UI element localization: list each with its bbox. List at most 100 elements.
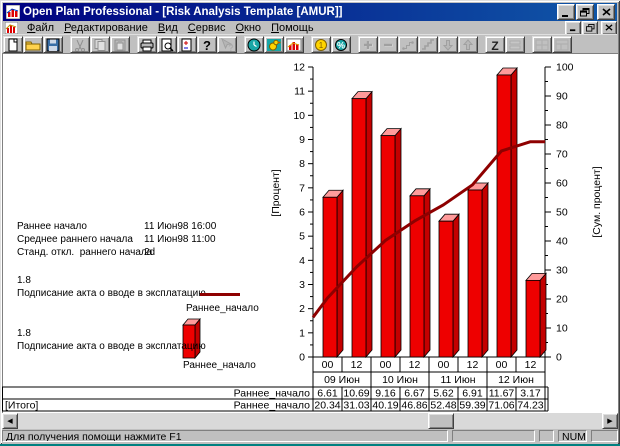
print-preview-button[interactable] <box>157 36 177 53</box>
bar[interactable] <box>322 196 338 358</box>
stat-value: 11 Июн98 11:00 <box>144 234 216 245</box>
copy-pages-icon <box>94 38 106 51</box>
svg-text:12: 12 <box>525 359 537 371</box>
paste-clipboard-icon <box>114 38 126 51</box>
bar[interactable] <box>496 74 512 358</box>
svg-text:0: 0 <box>556 352 562 364</box>
save-button[interactable] <box>43 36 63 53</box>
histogram-view-button[interactable] <box>284 36 304 53</box>
add-button <box>358 36 378 53</box>
stat-stddev-early-start: Станд. откл. раннего начала 2d <box>17 247 297 260</box>
restore-button[interactable] <box>576 4 594 20</box>
menu-item-4[interactable]: Окно <box>235 21 262 34</box>
window-split2-icon <box>555 39 569 50</box>
window-title: Open Plan Professional - [Risk Analysis … <box>23 6 343 18</box>
scroll-right-button[interactable]: ▶ <box>602 413 618 429</box>
svg-text:12: 12 <box>351 359 363 371</box>
print-preview-icon <box>161 38 174 52</box>
move-down-button <box>438 36 458 53</box>
mdi-restore-button[interactable] <box>582 20 598 35</box>
svg-text:11.67: 11.67 <box>489 388 515 400</box>
cost-button[interactable]: 1 <box>311 36 331 53</box>
svg-text:60: 60 <box>556 178 568 190</box>
legend-bar-activity-name: Подписание акта о вводе в эксплатацию <box>17 341 206 352</box>
svg-text:00: 00 <box>322 359 334 371</box>
legend-line-swatch <box>200 293 240 296</box>
client-area: 0 1 2 3 4 5 6 7 8 9 10 11 12 0 10 20 30 40 50 60 70 80 90 100 [П… <box>2 53 618 413</box>
svg-text:20: 20 <box>556 294 568 306</box>
percent-button[interactable]: % <box>331 36 351 53</box>
legend-line-activity-id: 1.8 <box>17 275 31 286</box>
svg-text:12 Июн: 12 Июн <box>498 374 534 386</box>
svg-text:2: 2 <box>299 303 305 315</box>
time-analysis-button[interactable] <box>244 36 264 53</box>
svg-text:46.86: 46.86 <box>401 400 427 412</box>
horizontal-scrollbar[interactable]: ◀ ▶ <box>2 413 618 429</box>
status-num-indicator: NUM <box>558 430 587 442</box>
arrow-up-icon <box>462 38 474 50</box>
bar[interactable] <box>409 195 425 358</box>
toolbar-separator <box>478 36 485 53</box>
scroll-thumb[interactable] <box>428 413 454 429</box>
svg-text:00: 00 <box>496 359 508 371</box>
svg-text:40.19: 40.19 <box>372 400 398 412</box>
svg-text:74.23: 74.23 <box>517 400 543 412</box>
remove-button <box>378 36 398 53</box>
svg-text:40: 40 <box>556 236 568 248</box>
steps-button <box>418 36 438 53</box>
risk-histogram-chart: 01234567891011120102030405060708090100[П… <box>2 62 603 412</box>
menu-item-1[interactable]: Редактирование <box>64 21 148 34</box>
stat-value: 2d <box>144 247 156 258</box>
bar[interactable] <box>525 279 541 358</box>
arrow-down-icon <box>442 39 454 51</box>
status-panel-2 <box>539 430 554 442</box>
menu-item-0[interactable]: Файл <box>27 21 55 34</box>
toolbar: ?? 1% Z <box>3 34 617 55</box>
legend-line-series-label: Раннее_начало <box>186 303 259 314</box>
print-button[interactable] <box>137 36 157 53</box>
step-chart-icon <box>422 38 434 50</box>
document-chart-icon <box>4 21 19 34</box>
sort-button[interactable]: Z <box>485 36 505 53</box>
menu-bar: Файл Редактирование Вид Сервис Окно Помощь <box>3 20 617 35</box>
mdi-close-button[interactable] <box>601 20 617 35</box>
new-button[interactable] <box>3 36 23 53</box>
svg-text:9.16: 9.16 <box>375 388 396 400</box>
svg-text:10: 10 <box>556 323 568 335</box>
close-button[interactable] <box>597 4 615 20</box>
split-window-button <box>532 36 552 53</box>
svg-text:09 Июн: 09 Июн <box>324 374 360 386</box>
layout-button <box>505 36 525 53</box>
risk-analysis-button[interactable] <box>264 36 284 53</box>
svg-text:?: ? <box>228 43 234 52</box>
mdi-minimize-button[interactable] <box>565 20 581 35</box>
stat-early-start: Раннее начало 11 Июн98 16:00 <box>17 221 297 234</box>
svg-text:9: 9 <box>299 134 305 146</box>
save-floppy-icon <box>46 38 60 51</box>
svg-text:31.03: 31.03 <box>343 400 369 412</box>
page-adjust-button[interactable] <box>177 36 197 53</box>
status-panel-1 <box>452 430 535 442</box>
legend-bar-activity-id: 1.8 <box>17 328 31 339</box>
open-folder-icon <box>25 41 41 50</box>
coin-icon: 1 <box>315 38 327 51</box>
svg-text:10: 10 <box>293 110 305 122</box>
scroll-left-button[interactable]: ◀ <box>2 413 18 429</box>
bar[interactable] <box>380 135 396 358</box>
menu-item-3[interactable]: Сервис <box>187 21 226 34</box>
svg-text:[Сум. процент]: [Сум. процент] <box>591 166 603 237</box>
bar[interactable] <box>351 98 367 358</box>
menu-item-5[interactable]: Помощь <box>271 21 314 34</box>
cumulative-curve <box>311 140 545 319</box>
svg-text:12: 12 <box>467 359 479 371</box>
svg-text:6.67: 6.67 <box>404 388 425 400</box>
svg-text:0: 0 <box>299 352 305 364</box>
menu-item-2[interactable]: Вид <box>157 21 178 34</box>
open-button[interactable] <box>23 36 43 53</box>
svg-text:10 Июн: 10 Июн <box>382 374 418 386</box>
bar[interactable] <box>438 220 454 358</box>
minimize-button[interactable] <box>557 4 575 20</box>
help-button[interactable]: ? <box>197 36 217 53</box>
bar[interactable] <box>467 189 483 358</box>
title-bar[interactable]: Open Plan Professional - [Risk Analysis … <box>3 3 617 21</box>
